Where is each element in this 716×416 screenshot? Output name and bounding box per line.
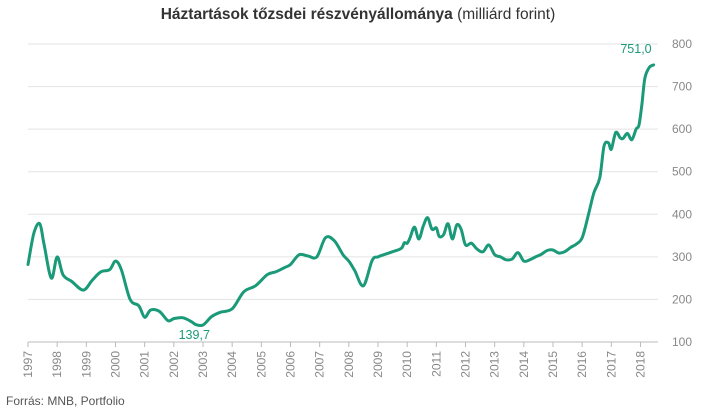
x-tick-label: 2002 — [167, 351, 181, 378]
x-tick-label: 2005 — [254, 351, 268, 378]
x-tick-label: 2010 — [400, 351, 414, 378]
x-tick-label: 2016 — [575, 351, 589, 378]
y-tick-label: 300 — [672, 250, 692, 264]
chart-title-main: Háztartások tőzsdei részvényállománya — [160, 6, 453, 23]
x-tick-label: 2003 — [196, 351, 210, 378]
x-tick-label: 2011 — [429, 351, 443, 377]
source-note: Forrás: MNB, Portfolio — [6, 394, 125, 408]
x-tick-label: 2007 — [313, 351, 327, 378]
chart-title: Háztartások tőzsdei részvényállománya (m… — [0, 6, 716, 24]
y-tick-label: 700 — [672, 80, 692, 94]
x-tick-label: 1997 — [21, 351, 35, 378]
x-axis: 1997 1998 1999 2000 2001 2002 2003 2004 2005 2006… — [21, 341, 658, 378]
x-tick-label: 2004 — [225, 351, 239, 378]
x-tick-label: 2012 — [459, 351, 473, 378]
x-tick-label: 1998 — [50, 351, 64, 378]
y-tick-label: 500 — [672, 165, 692, 179]
annotation-label: 139,7 — [179, 328, 210, 342]
x-tick-label: 2006 — [284, 351, 298, 378]
series-line — [26, 63, 656, 328]
y-tick-label: 100 — [672, 335, 692, 349]
chart-title-unit: (milliárd forint) — [452, 6, 556, 23]
x-tick-label: 2017 — [604, 351, 618, 378]
x-tick-label: 1999 — [79, 351, 93, 378]
x-tick-label: 2014 — [517, 351, 531, 378]
x-tick-label: 2008 — [342, 351, 356, 378]
annotation-label: 751,0 — [620, 42, 651, 56]
x-tick-label: 2013 — [488, 351, 502, 378]
y-tick-label: 200 — [672, 292, 692, 306]
x-tick-label: 2001 — [138, 351, 152, 378]
y-tick-label: 800 — [672, 37, 692, 51]
x-tick-label: 2015 — [546, 351, 560, 378]
x-tick-label: 2018 — [634, 351, 648, 378]
x-tick-label: 2000 — [109, 351, 123, 378]
y-tick-label: 400 — [672, 207, 692, 221]
annotations: 751,0 139,7 — [179, 42, 652, 342]
y-axis: 100 200 300 400 500 600 700 800 — [672, 37, 692, 349]
x-tick-label: 2009 — [371, 351, 385, 378]
grid-lines — [28, 43, 658, 343]
y-tick-label: 600 — [672, 122, 692, 136]
